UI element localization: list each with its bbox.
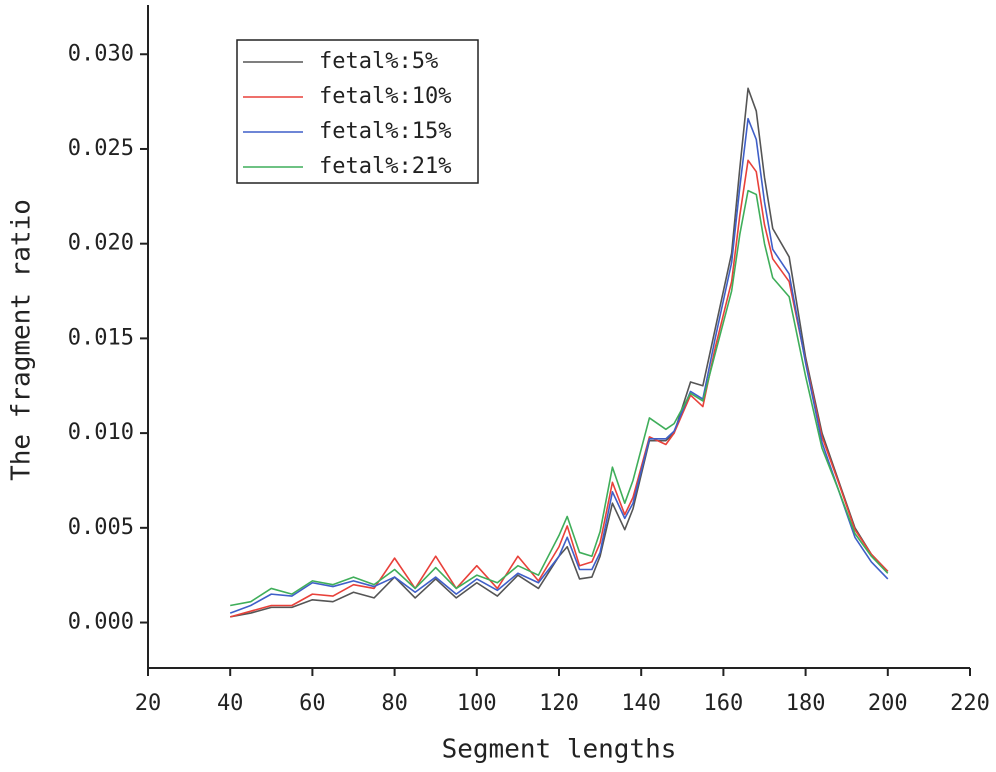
x-tick-label: 180 xyxy=(786,691,826,716)
series-line xyxy=(229,159,889,618)
x-tick-label: 120 xyxy=(539,691,579,716)
series-line xyxy=(230,87,889,618)
legend-box xyxy=(236,39,479,184)
legend-label: fetal%:10% xyxy=(319,84,451,109)
x-tick-label: 20 xyxy=(135,691,162,716)
x-tick-label: 40 xyxy=(217,691,244,716)
x-tick-label: 160 xyxy=(704,691,744,716)
y-tick-label: 0.020 xyxy=(68,231,134,256)
y-tick-label: 0.010 xyxy=(68,420,134,445)
x-tick-label: 80 xyxy=(381,691,408,716)
x-tick-label: 60 xyxy=(299,691,326,716)
legend-label: fetal%:5% xyxy=(319,49,438,74)
x-axis-title: Segment lengths xyxy=(442,735,677,765)
x-tick-label: 100 xyxy=(457,691,497,716)
x-tick-label: 200 xyxy=(868,691,908,716)
x-tick-label: 140 xyxy=(621,691,661,716)
y-tick-label: 0.000 xyxy=(68,610,134,635)
series-line xyxy=(230,189,889,607)
y-tick-label: 0.005 xyxy=(68,515,134,540)
y-tick-label: 0.030 xyxy=(68,41,134,66)
series-line xyxy=(229,117,889,614)
legend-label: fetal%:15% xyxy=(319,119,451,144)
y-tick-label: 0.015 xyxy=(68,325,134,350)
legend-label: fetal%:21% xyxy=(319,154,451,179)
y-tick-label: 0.025 xyxy=(68,136,134,161)
x-tick-label: 220 xyxy=(950,691,990,716)
y-axis-title: The fragment ratio xyxy=(7,199,37,481)
